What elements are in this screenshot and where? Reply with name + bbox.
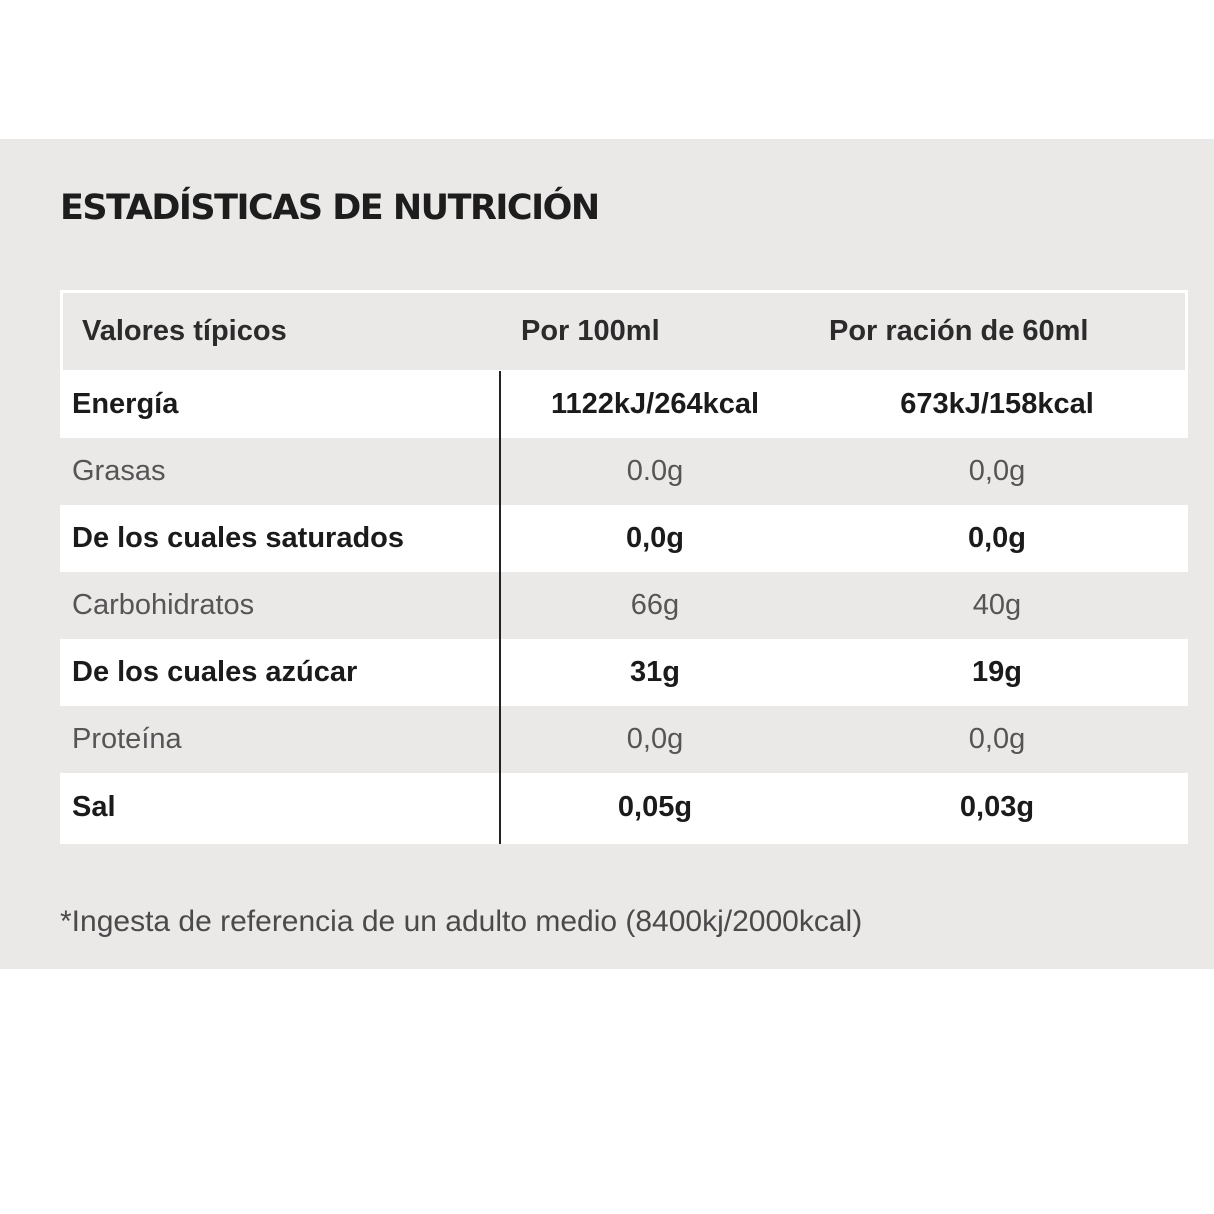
table-row-sal: Sal 0,05g 0,03g [60,773,1188,841]
row-per-100ml: 0.0g [626,455,684,487]
table-header-row: Valores típicos Por 100ml Por ración de … [63,293,1185,370]
table-row-azucar: De los cuales azúcar 31g 19g [60,639,1188,706]
column-divider [499,371,501,844]
row-label: Grasas [72,455,166,487]
row-per-100ml: 1122kJ/264kcal [550,388,760,420]
row-label: De los cuales saturados [72,522,405,554]
header-typical-values: Valores típicos [82,315,287,347]
row-per-100ml: 0,0g [625,522,685,554]
row-per-serving: 0,0g [967,522,1027,554]
page-title: ESTADÍSTICAS DE NUTRICIÓN [60,188,600,228]
row-per-serving: 673kJ/158kcal [900,388,1094,420]
row-label: Proteína [72,723,182,755]
row-label: De los cuales azúcar [72,656,358,688]
header-per-serving: Por ración de 60ml [829,315,1089,347]
table-row-grasas: Grasas 0.0g 0,0g [60,438,1188,505]
row-per-serving: 19g [972,656,1022,688]
table-row-energia: Energía 1122kJ/264kcal 673kJ/158kcal [60,371,1188,438]
row-per-serving: 0,0g [968,723,1026,755]
row-label: Sal [72,790,116,823]
row-per-serving: 40g [972,589,1022,621]
row-per-100ml: 0,05g [617,790,693,823]
row-per-100ml: 0,0g [626,723,684,755]
table-row-proteina: Proteína 0,0g 0,0g [60,706,1188,773]
nutrition-table: Valores típicos Por 100ml Por ración de … [60,290,1188,844]
row-per-100ml: 31g [630,656,680,688]
row-per-serving: 0,03g [959,790,1035,823]
row-label: Carbohidratos [72,589,255,621]
row-label: Energía [72,388,179,420]
row-per-serving: 0,0g [968,455,1026,487]
header-per-100ml: Por 100ml [521,315,660,347]
footnote: *Ingesta de referencia de un adulto medi… [60,905,863,938]
table-row-saturados: De los cuales saturados 0,0g 0,0g [60,505,1188,572]
table-row-carbohidratos: Carbohidratos 66g 40g [60,572,1188,639]
row-per-100ml: 66g [630,589,680,621]
